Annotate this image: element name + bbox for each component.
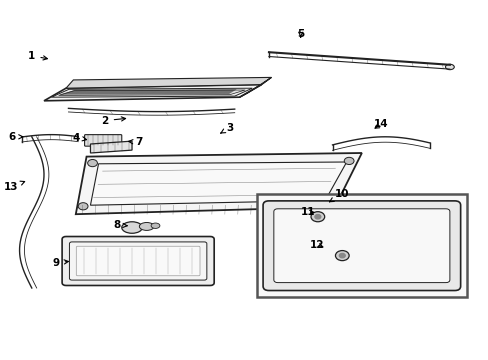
Circle shape <box>322 200 332 207</box>
FancyBboxPatch shape <box>263 201 460 291</box>
Ellipse shape <box>445 64 453 70</box>
Circle shape <box>310 212 324 222</box>
FancyBboxPatch shape <box>84 135 122 146</box>
Polygon shape <box>90 141 132 153</box>
Text: 13: 13 <box>3 181 24 192</box>
Text: 1: 1 <box>28 51 47 61</box>
Circle shape <box>87 159 97 167</box>
Text: 4: 4 <box>72 132 86 143</box>
Text: 3: 3 <box>221 123 233 133</box>
Polygon shape <box>76 153 361 214</box>
Text: 8: 8 <box>114 220 127 230</box>
FancyBboxPatch shape <box>69 242 206 280</box>
Bar <box>256 194 466 297</box>
Ellipse shape <box>122 222 142 233</box>
Text: 14: 14 <box>373 119 388 129</box>
Ellipse shape <box>151 223 160 228</box>
Polygon shape <box>66 77 271 88</box>
Text: 6: 6 <box>9 132 23 142</box>
Text: 12: 12 <box>309 240 324 250</box>
Circle shape <box>78 203 88 210</box>
Text: 7: 7 <box>128 137 143 147</box>
Text: 2: 2 <box>102 116 125 126</box>
FancyBboxPatch shape <box>273 209 449 283</box>
Polygon shape <box>239 77 271 97</box>
Polygon shape <box>90 162 346 205</box>
Polygon shape <box>51 88 252 97</box>
Circle shape <box>339 253 345 258</box>
Text: 11: 11 <box>300 207 315 217</box>
Circle shape <box>344 157 353 165</box>
FancyBboxPatch shape <box>76 246 200 276</box>
Text: 5: 5 <box>297 29 304 39</box>
Circle shape <box>335 251 348 261</box>
Polygon shape <box>44 85 261 101</box>
Ellipse shape <box>139 222 154 230</box>
Text: 10: 10 <box>329 189 349 202</box>
FancyBboxPatch shape <box>62 237 214 285</box>
Text: 9: 9 <box>53 258 68 268</box>
Polygon shape <box>59 90 244 95</box>
Circle shape <box>314 215 320 219</box>
